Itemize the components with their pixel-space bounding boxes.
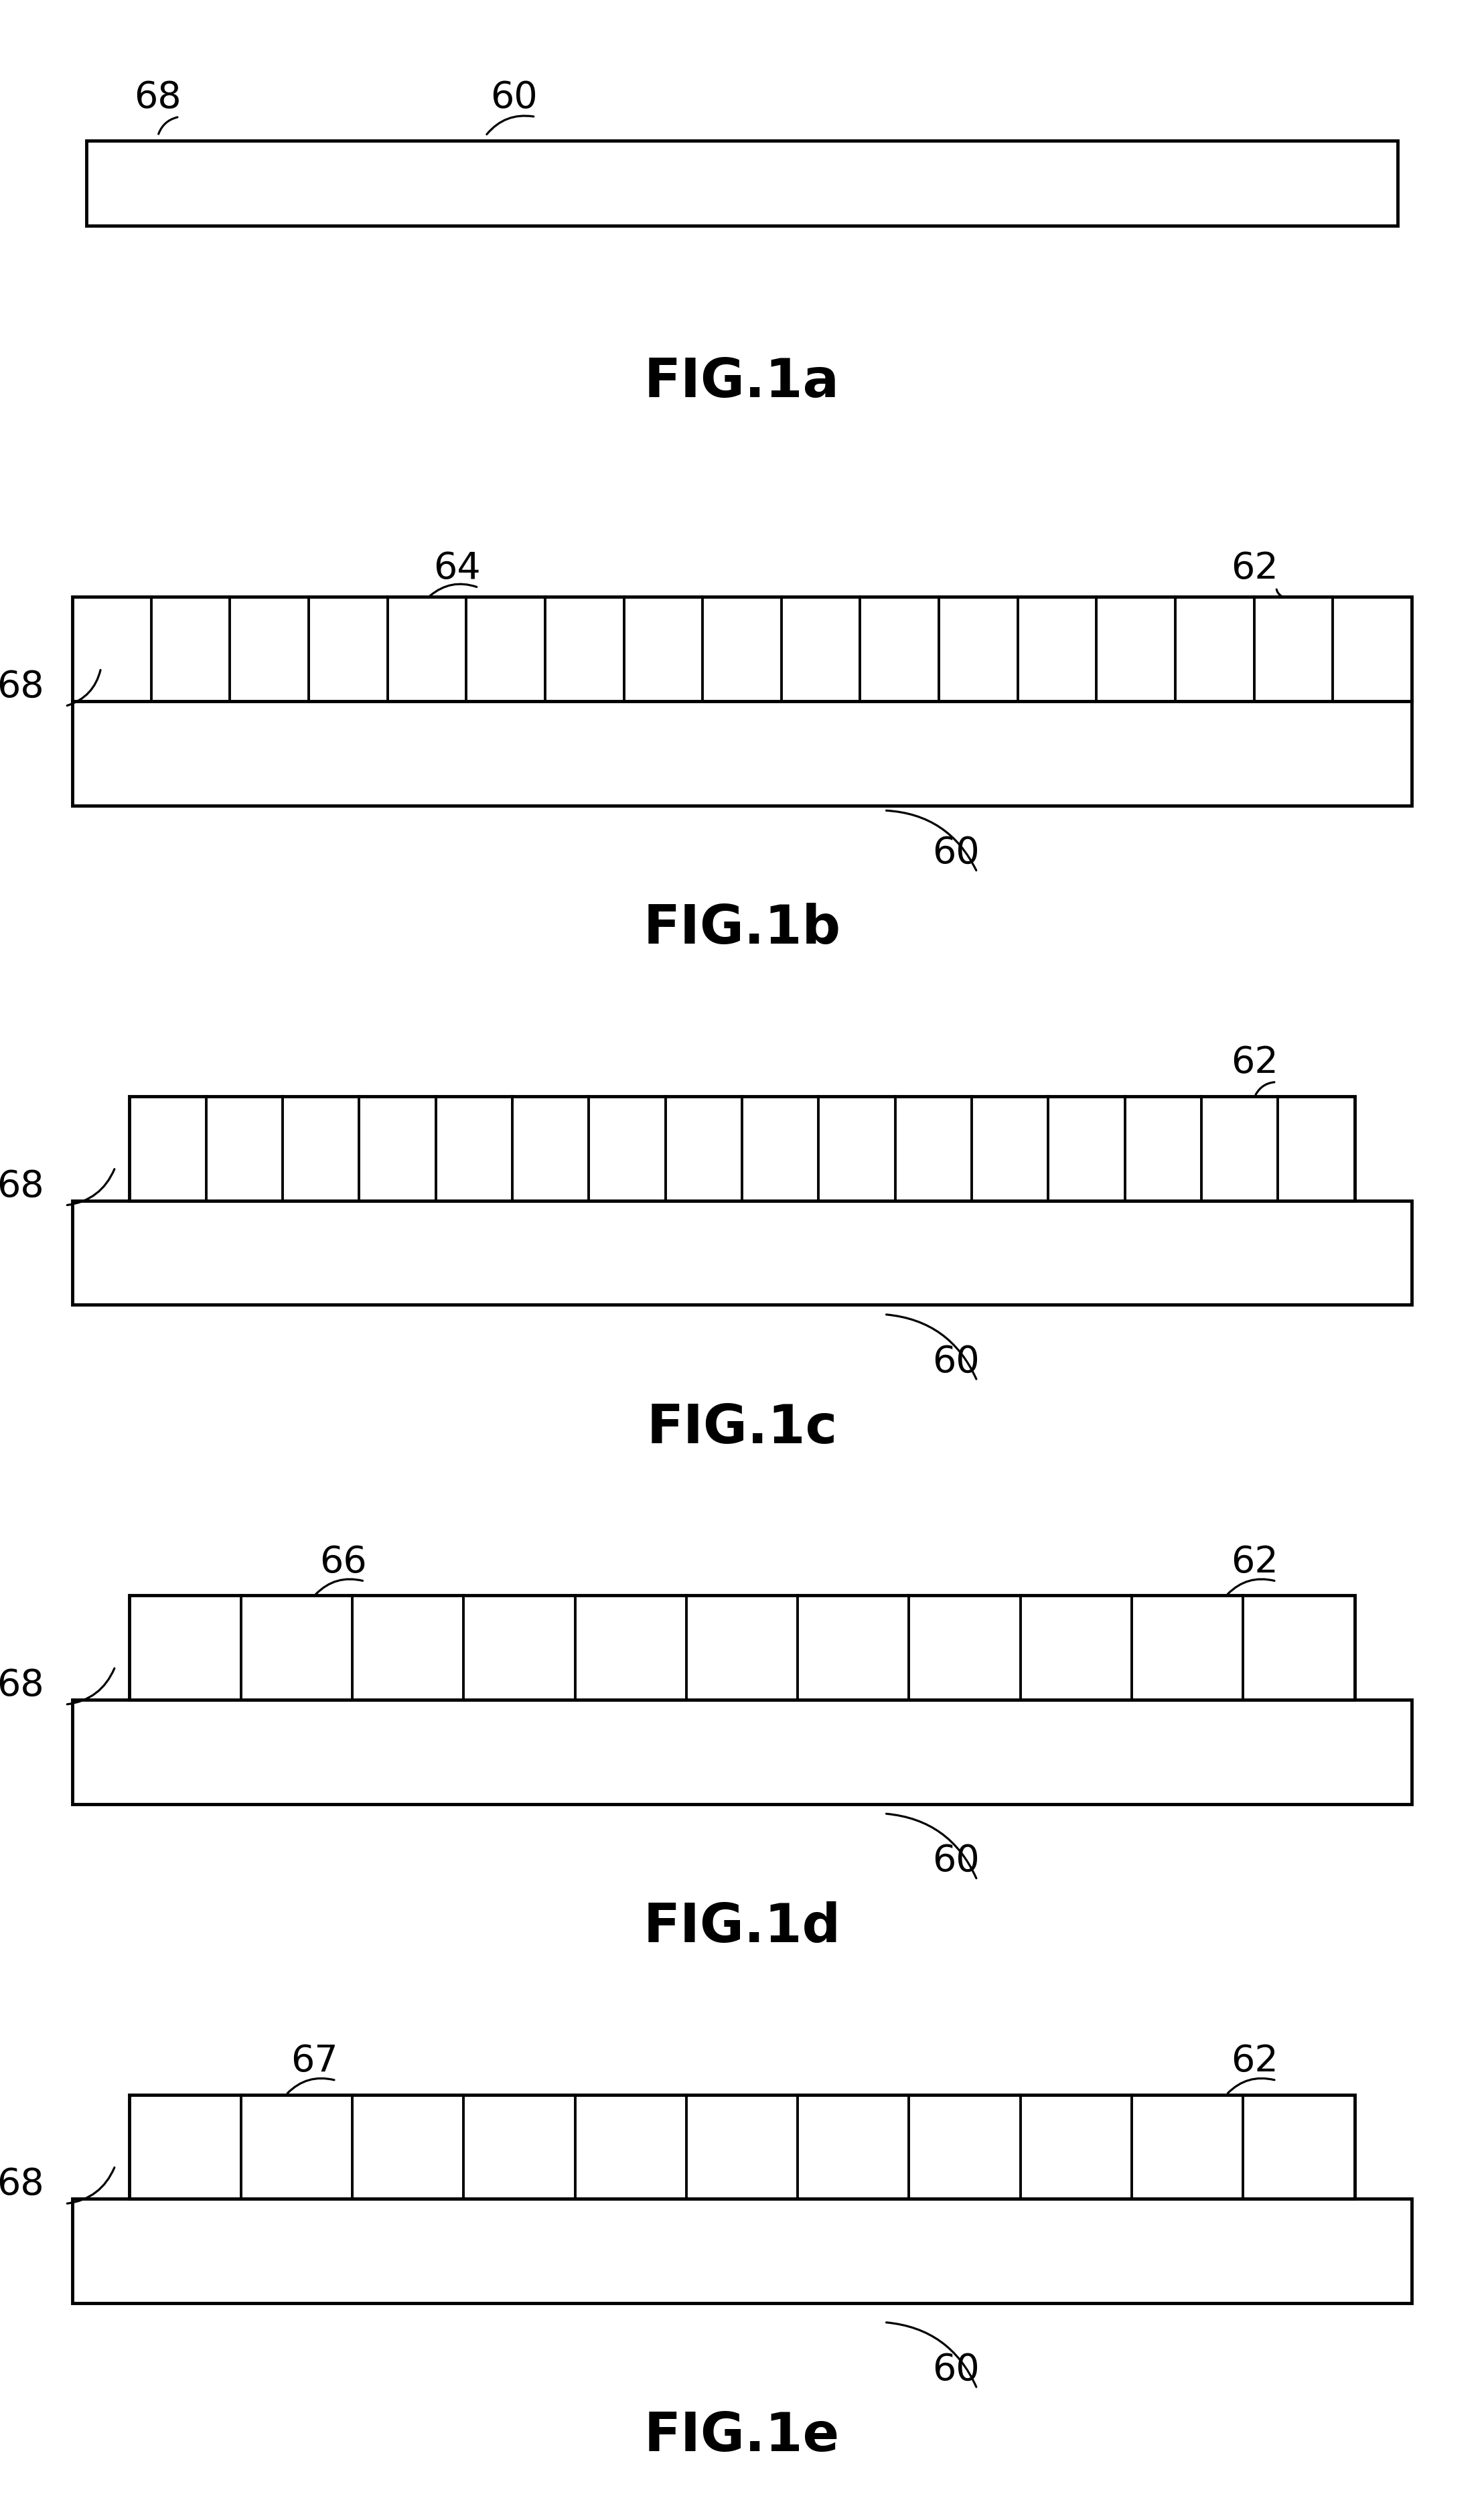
Text: 68: 68 [0,2167,45,2204]
Bar [73,1201,1411,1305]
Text: FIG.1c: FIG.1c [647,1403,837,1455]
Bar [129,1096,1355,1201]
Text: 62: 62 [1232,2044,1279,2079]
Bar [129,2094,1355,2199]
Text: 60: 60 [932,836,979,871]
Text: 62: 62 [1232,552,1279,587]
Text: 60: 60 [932,1343,979,1380]
Text: 64: 64 [433,552,481,587]
Bar [73,2199,1411,2304]
Bar [73,597,1411,701]
Text: 68: 68 [134,80,181,115]
Bar [73,701,1411,806]
Text: 68: 68 [0,1168,45,1206]
Text: FIG.1a: FIG.1a [644,357,840,409]
Text: 66: 66 [319,1545,367,1580]
Text: 68: 68 [0,669,45,706]
Text: 68: 68 [0,1667,45,1705]
Text: FIG.1e: FIG.1e [644,2411,840,2461]
Text: FIG.1d: FIG.1d [643,1902,841,1954]
Text: 62: 62 [1232,1545,1279,1580]
Bar [86,140,1398,225]
Text: 62: 62 [1232,1046,1279,1081]
Text: 60: 60 [932,2351,979,2389]
Text: 60: 60 [932,1842,979,1879]
Bar [73,1700,1411,1805]
Bar [129,1595,1355,1700]
Text: 60: 60 [490,80,537,115]
Text: 67: 67 [291,2044,338,2079]
Text: FIG.1b: FIG.1b [643,904,841,956]
